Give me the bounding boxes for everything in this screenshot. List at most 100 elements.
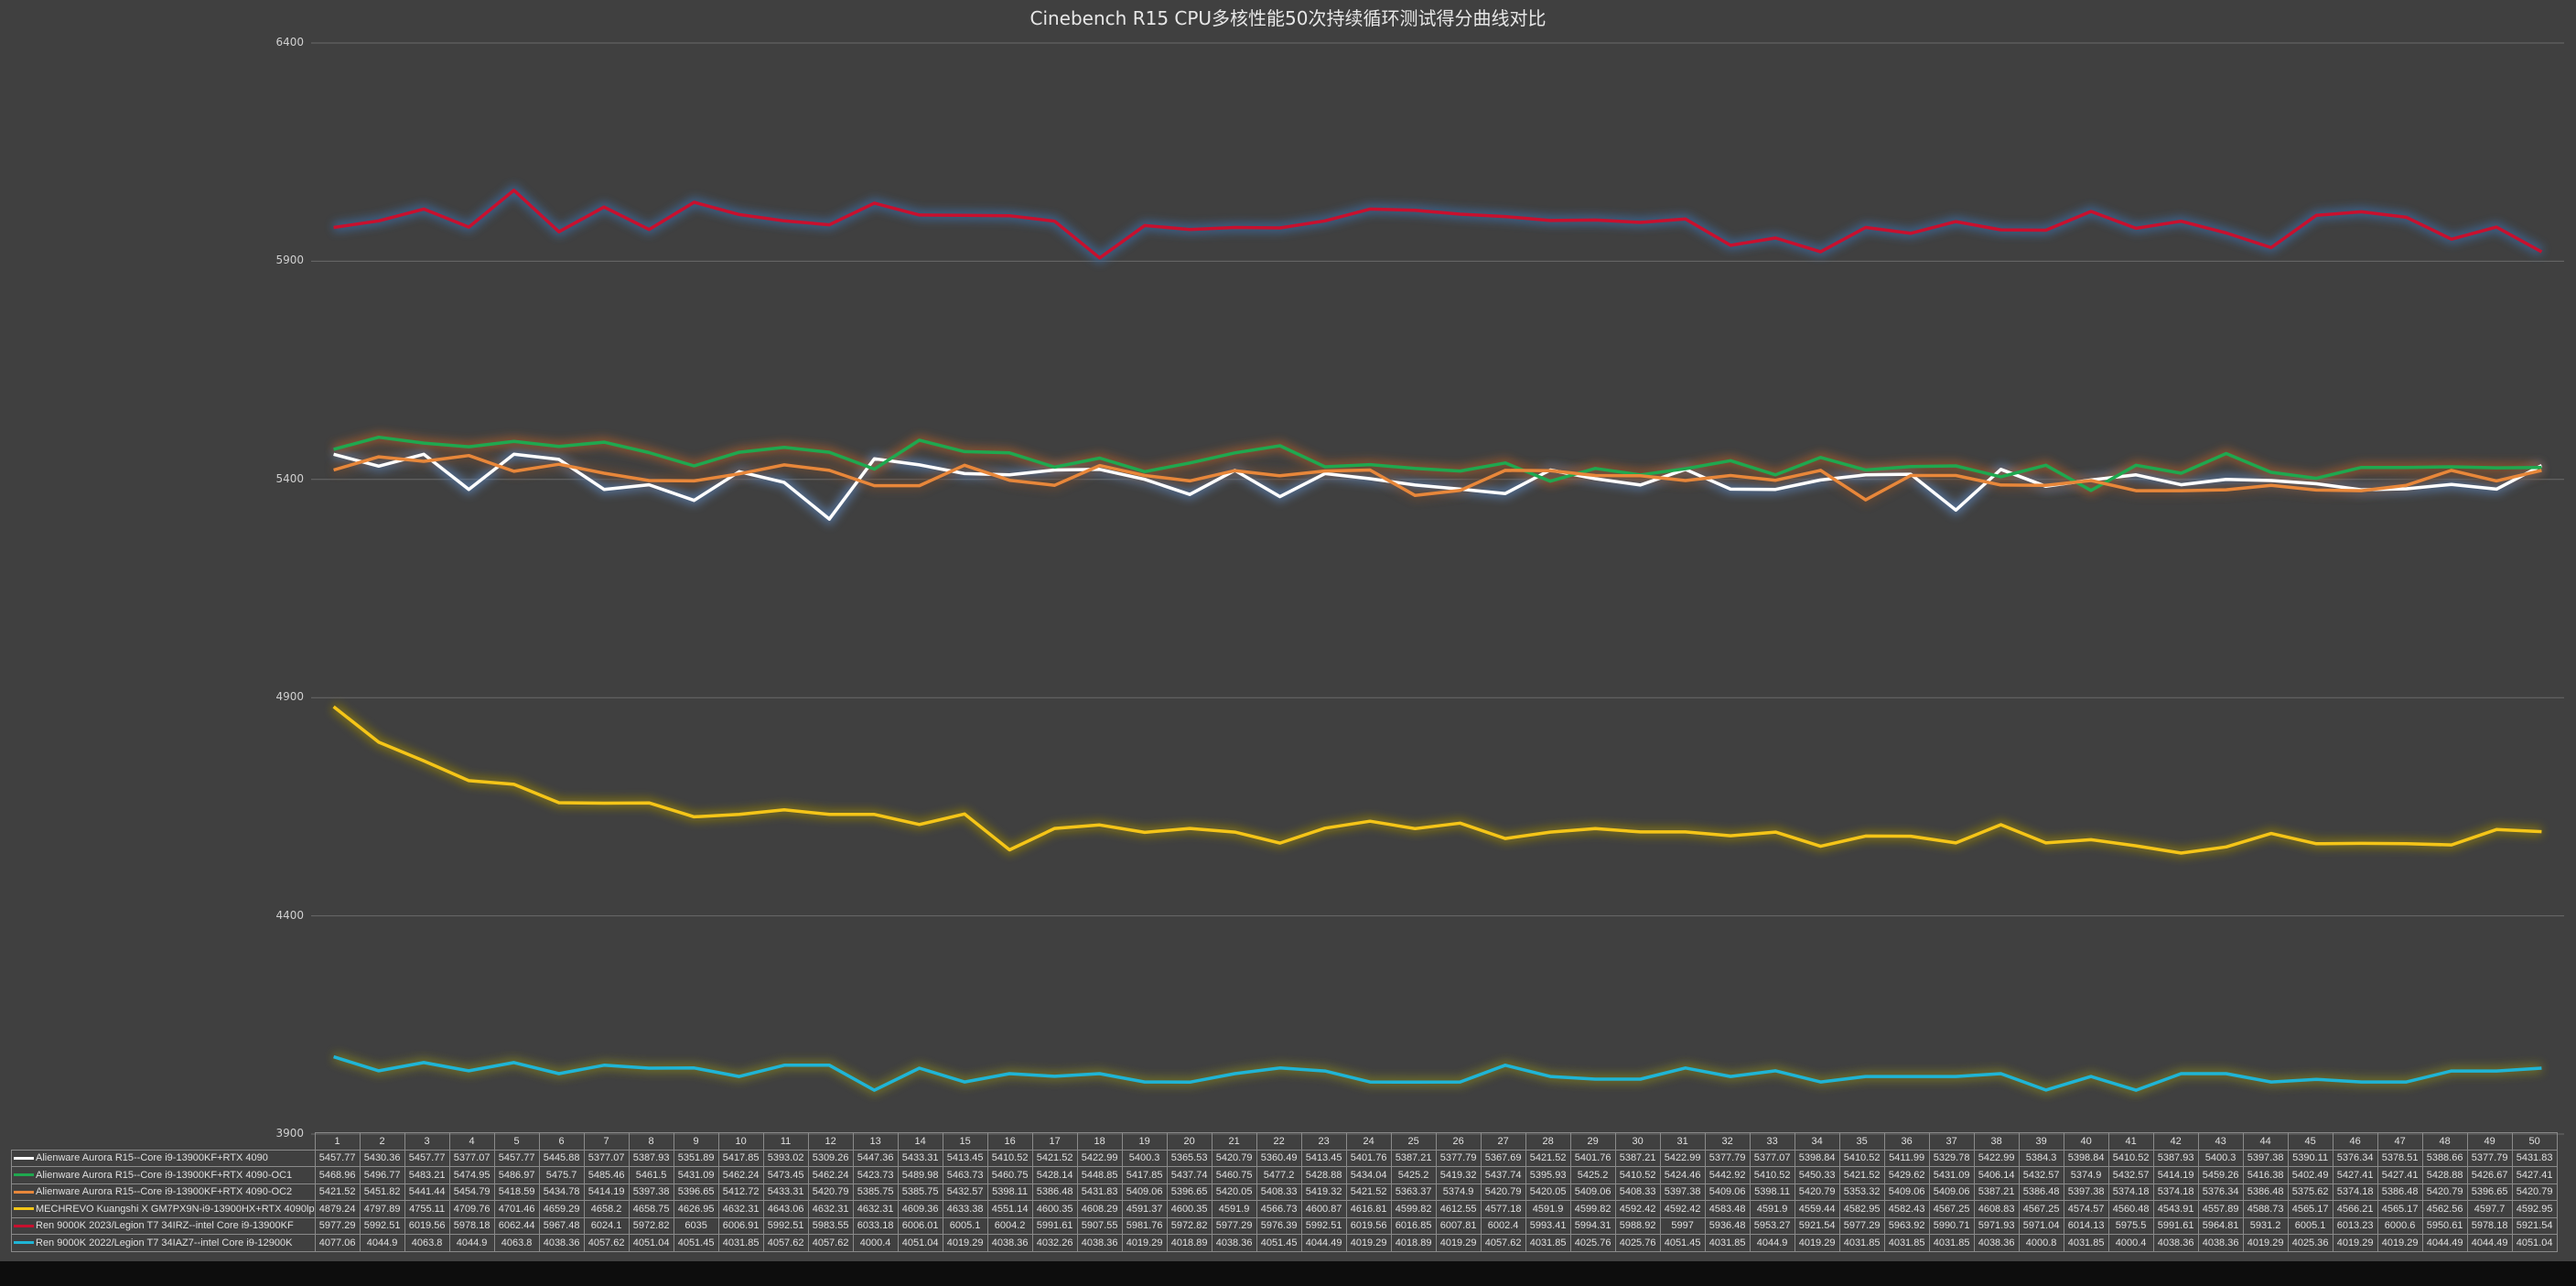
data-label: 5992.51 bbox=[1300, 1216, 1347, 1235]
x-tick-label: 42 bbox=[2152, 1132, 2199, 1151]
data-label: 4658.75 bbox=[628, 1200, 674, 1218]
data-label: 4633.38 bbox=[942, 1200, 988, 1218]
data-label: 5402.49 bbox=[2287, 1166, 2333, 1184]
data-label: 4044.49 bbox=[2466, 1234, 2513, 1252]
x-tick-label: 43 bbox=[2197, 1132, 2244, 1151]
data-label: 4600.35 bbox=[1031, 1200, 1078, 1218]
data-label: 5409.06 bbox=[1569, 1183, 1616, 1201]
y-tick-label: 4400 bbox=[275, 908, 304, 922]
data-label: 5431.09 bbox=[1928, 1166, 1975, 1184]
data-label: 4019.29 bbox=[1345, 1234, 1392, 1252]
data-label: 4559.44 bbox=[1794, 1200, 1840, 1218]
data-label: 5419.32 bbox=[1435, 1166, 1482, 1184]
data-label: 5907.55 bbox=[1076, 1216, 1123, 1235]
data-label: 5454.79 bbox=[448, 1183, 495, 1201]
data-label: 6024.1 bbox=[583, 1216, 630, 1235]
x-tick-label: 10 bbox=[717, 1132, 764, 1151]
data-label: 4609.36 bbox=[897, 1200, 943, 1218]
data-label: 4543.91 bbox=[2152, 1200, 2199, 1218]
data-label: 4588.73 bbox=[2242, 1200, 2289, 1218]
table-row: Alienware Aurora R15--Core i9-13900KF+RT… bbox=[11, 1166, 2558, 1184]
data-label: 5977.29 bbox=[314, 1216, 361, 1235]
x-tick-label: 45 bbox=[2287, 1132, 2333, 1151]
data-label: 5420.79 bbox=[1794, 1183, 1840, 1201]
data-label: 5386.48 bbox=[2018, 1183, 2064, 1201]
data-label: 5421.52 bbox=[1838, 1166, 1885, 1184]
data-label: 4632.31 bbox=[807, 1200, 854, 1218]
data-label: 4019.29 bbox=[1794, 1234, 1840, 1252]
data-label: 5971.93 bbox=[1973, 1216, 2020, 1235]
legend-key bbox=[14, 1173, 34, 1177]
data-label: 4019.29 bbox=[2332, 1234, 2378, 1252]
data-label: 5990.71 bbox=[1928, 1216, 1975, 1235]
data-label: 6014.13 bbox=[2063, 1216, 2109, 1235]
data-label: 5385.75 bbox=[897, 1183, 943, 1201]
table-row: MECHREVO Kuangshi X GM7PX9N-i9-13900HX+R… bbox=[11, 1200, 2558, 1218]
data-label: 4574.57 bbox=[2063, 1200, 2109, 1218]
data-label: 5422.99 bbox=[1076, 1149, 1123, 1167]
data-label: 5477.2 bbox=[1256, 1166, 1302, 1184]
x-tick-label: 49 bbox=[2466, 1132, 2513, 1151]
data-label: 5459.26 bbox=[2197, 1166, 2244, 1184]
data-label: 4038.36 bbox=[1973, 1234, 2020, 1252]
data-label: 5978.18 bbox=[2466, 1216, 2513, 1235]
data-label: 4038.36 bbox=[1076, 1234, 1123, 1252]
data-label: 5428.14 bbox=[1031, 1166, 1078, 1184]
data-label: 4632.31 bbox=[717, 1200, 764, 1218]
x-tick-label: 36 bbox=[1883, 1132, 1930, 1151]
data-label: 5437.74 bbox=[1480, 1166, 1526, 1184]
data-label: 6002.4 bbox=[1480, 1216, 1526, 1235]
x-tick-label: 35 bbox=[1838, 1132, 1885, 1151]
data-label: 5377.07 bbox=[583, 1149, 630, 1167]
data-label: 4599.82 bbox=[1390, 1200, 1437, 1218]
x-tick-label: 7 bbox=[583, 1132, 630, 1151]
data-label: 5971.04 bbox=[2018, 1216, 2064, 1235]
x-tick-label: 14 bbox=[897, 1132, 943, 1151]
data-label: 4592.42 bbox=[1614, 1200, 1661, 1218]
x-tick-label: 34 bbox=[1794, 1132, 1840, 1151]
data-label: 5417.85 bbox=[717, 1149, 764, 1167]
data-label: 5377.07 bbox=[1749, 1149, 1795, 1167]
data-label: 4626.95 bbox=[673, 1200, 719, 1218]
data-label: 5420.79 bbox=[1211, 1149, 1257, 1167]
x-tick-label: 2 bbox=[359, 1132, 405, 1151]
data-label: 5428.88 bbox=[1300, 1166, 1347, 1184]
data-label: 5448.85 bbox=[1076, 1166, 1123, 1184]
line-chart bbox=[311, 42, 2564, 1135]
legend-label: Alienware Aurora R15--Core i9-13900KF+RT… bbox=[36, 1152, 268, 1164]
data-label: 4031.85 bbox=[717, 1234, 764, 1252]
data-label: 4019.29 bbox=[1435, 1234, 1482, 1252]
data-label: 4051.45 bbox=[1256, 1234, 1302, 1252]
data-label: 4000.8 bbox=[2018, 1234, 2064, 1252]
series-line-2 bbox=[333, 453, 2542, 502]
data-label: 6019.56 bbox=[1345, 1216, 1392, 1235]
y-tick-label: 5900 bbox=[275, 254, 304, 267]
data-label: 5410.52 bbox=[2107, 1149, 2154, 1167]
data-label: 4612.55 bbox=[1435, 1200, 1482, 1218]
data-label: 5420.05 bbox=[1211, 1183, 1257, 1201]
table-row: Alienware Aurora R15--Core i9-13900KF+RT… bbox=[11, 1149, 2558, 1167]
legend-key bbox=[14, 1241, 34, 1245]
data-label: 4031.85 bbox=[2063, 1234, 2109, 1252]
data-label: 5462.24 bbox=[717, 1166, 764, 1184]
x-tick-label: 13 bbox=[852, 1132, 899, 1151]
data-label: 4038.36 bbox=[538, 1234, 585, 1252]
data-label: 5461.5 bbox=[628, 1166, 674, 1184]
data-label: 5420.79 bbox=[1480, 1183, 1526, 1201]
data-label: 5387.21 bbox=[1973, 1183, 2020, 1201]
data-label: 4057.62 bbox=[762, 1234, 809, 1252]
legend-key bbox=[14, 1224, 34, 1227]
data-label: 5421.52 bbox=[314, 1183, 361, 1201]
series-line-5 bbox=[333, 1054, 2542, 1092]
data-label: 5400.3 bbox=[2197, 1149, 2244, 1167]
x-tick-label: 22 bbox=[1256, 1132, 1302, 1151]
data-label: 4566.21 bbox=[2332, 1200, 2378, 1218]
data-label: 5387.93 bbox=[628, 1149, 674, 1167]
data-label: 4582.95 bbox=[1838, 1200, 1885, 1218]
x-tick-label: 5 bbox=[493, 1132, 540, 1151]
data-label: 4600.87 bbox=[1300, 1200, 1347, 1218]
data-label: 5445.88 bbox=[538, 1149, 585, 1167]
data-label: 5442.92 bbox=[1704, 1166, 1751, 1184]
data-label: 5397.38 bbox=[2242, 1149, 2289, 1167]
x-tick-label: 24 bbox=[1345, 1132, 1392, 1151]
